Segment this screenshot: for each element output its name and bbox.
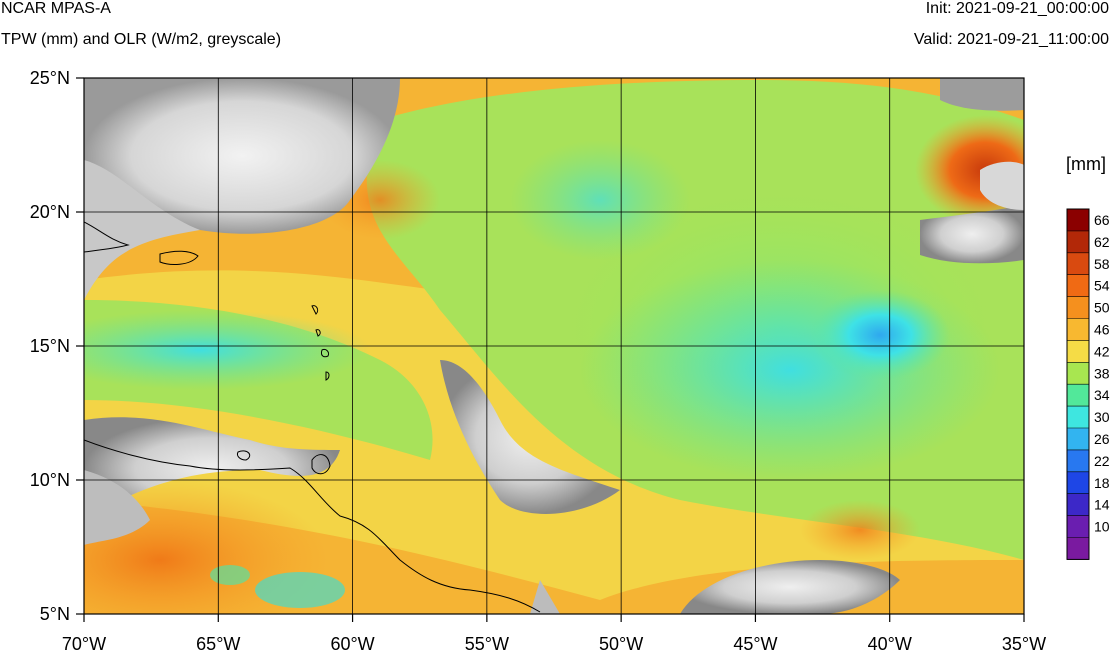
colorbar-cell — [1067, 428, 1089, 451]
field-description: TPW (mm) and OLR (W/m2, greyscale) — [1, 31, 282, 48]
colorbar-label: 38 — [1094, 365, 1110, 381]
colorbar-cell — [1067, 515, 1089, 538]
lon-tick-label: 35°W — [1002, 634, 1046, 654]
colorbar-cell — [1067, 406, 1089, 429]
axis-ticks: 70°W 65°W 60°W 55°W 50°W 45°W 40°W 35°W 25°N 20°N… — [30, 68, 1046, 654]
lat-tick-label: 15°N — [30, 336, 70, 356]
colorbar-label: 54 — [1094, 278, 1110, 294]
colorbar: [mm] 66 62 58 54 50 46 42 38 34 30 26 22 18 14 10 — [1066, 154, 1110, 560]
colorbar-label: 58 — [1094, 256, 1110, 272]
lat-tick-label: 25°N — [30, 68, 70, 88]
colorbar-label: 10 — [1094, 519, 1110, 535]
colorbar-label: 50 — [1094, 300, 1110, 316]
colorbar-frame — [1066, 208, 1090, 560]
lon-tick-label: 55°W — [465, 634, 509, 654]
colorbar-cell — [1067, 493, 1089, 517]
model-title: NCAR MPAS-A — [1, 0, 111, 17]
colorbar-label: 26 — [1094, 431, 1110, 447]
colorbar-label: 62 — [1094, 234, 1110, 250]
graticule — [84, 78, 1024, 614]
colorbar-label: 18 — [1094, 475, 1110, 491]
colorbar-label: 22 — [1094, 453, 1110, 469]
colorbar-label: 46 — [1094, 321, 1110, 337]
valid-time: Valid: 2021-09-21_11:00:00 — [913, 31, 1109, 48]
lat-tick-label: 10°N — [30, 470, 70, 490]
colorbar-cell — [1067, 471, 1089, 495]
colorbar-cell — [1067, 362, 1089, 385]
colorbar-cell — [1067, 209, 1089, 232]
colorbar-cell — [1067, 230, 1089, 254]
colorbar-label: 34 — [1094, 387, 1110, 403]
colorbar-cell — [1067, 318, 1089, 341]
colorbar-label: 30 — [1094, 409, 1110, 425]
colorbar-cell — [1067, 252, 1089, 276]
lon-tick-label: 40°W — [868, 634, 912, 654]
lon-tick-label: 60°W — [330, 634, 374, 654]
lon-tick-label: 50°W — [599, 634, 643, 654]
colorbar-cell — [1067, 340, 1089, 363]
colorbar-label: 14 — [1094, 497, 1110, 513]
colorbar-cell — [1067, 449, 1089, 473]
lon-tick-label: 45°W — [733, 634, 777, 654]
colorbar-cell — [1067, 384, 1089, 407]
tpw-field — [84, 78, 1024, 614]
colorbar-cell — [1067, 537, 1089, 560]
colorbar-cell — [1067, 274, 1089, 298]
coastlines — [84, 221, 541, 613]
init-time: Init: 2021-09-21_00:00:00 — [925, 0, 1109, 17]
colorbar-cell — [1067, 296, 1089, 319]
lon-tick-label: 70°W — [62, 634, 106, 654]
colorbar-units: [mm] — [1066, 154, 1106, 174]
lat-tick-label: 20°N — [30, 202, 70, 222]
colorbar-label: 42 — [1094, 343, 1110, 359]
colorbar-label: 66 — [1094, 212, 1110, 228]
lon-tick-label: 65°W — [196, 634, 240, 654]
lat-tick-label: 5°N — [40, 604, 70, 624]
